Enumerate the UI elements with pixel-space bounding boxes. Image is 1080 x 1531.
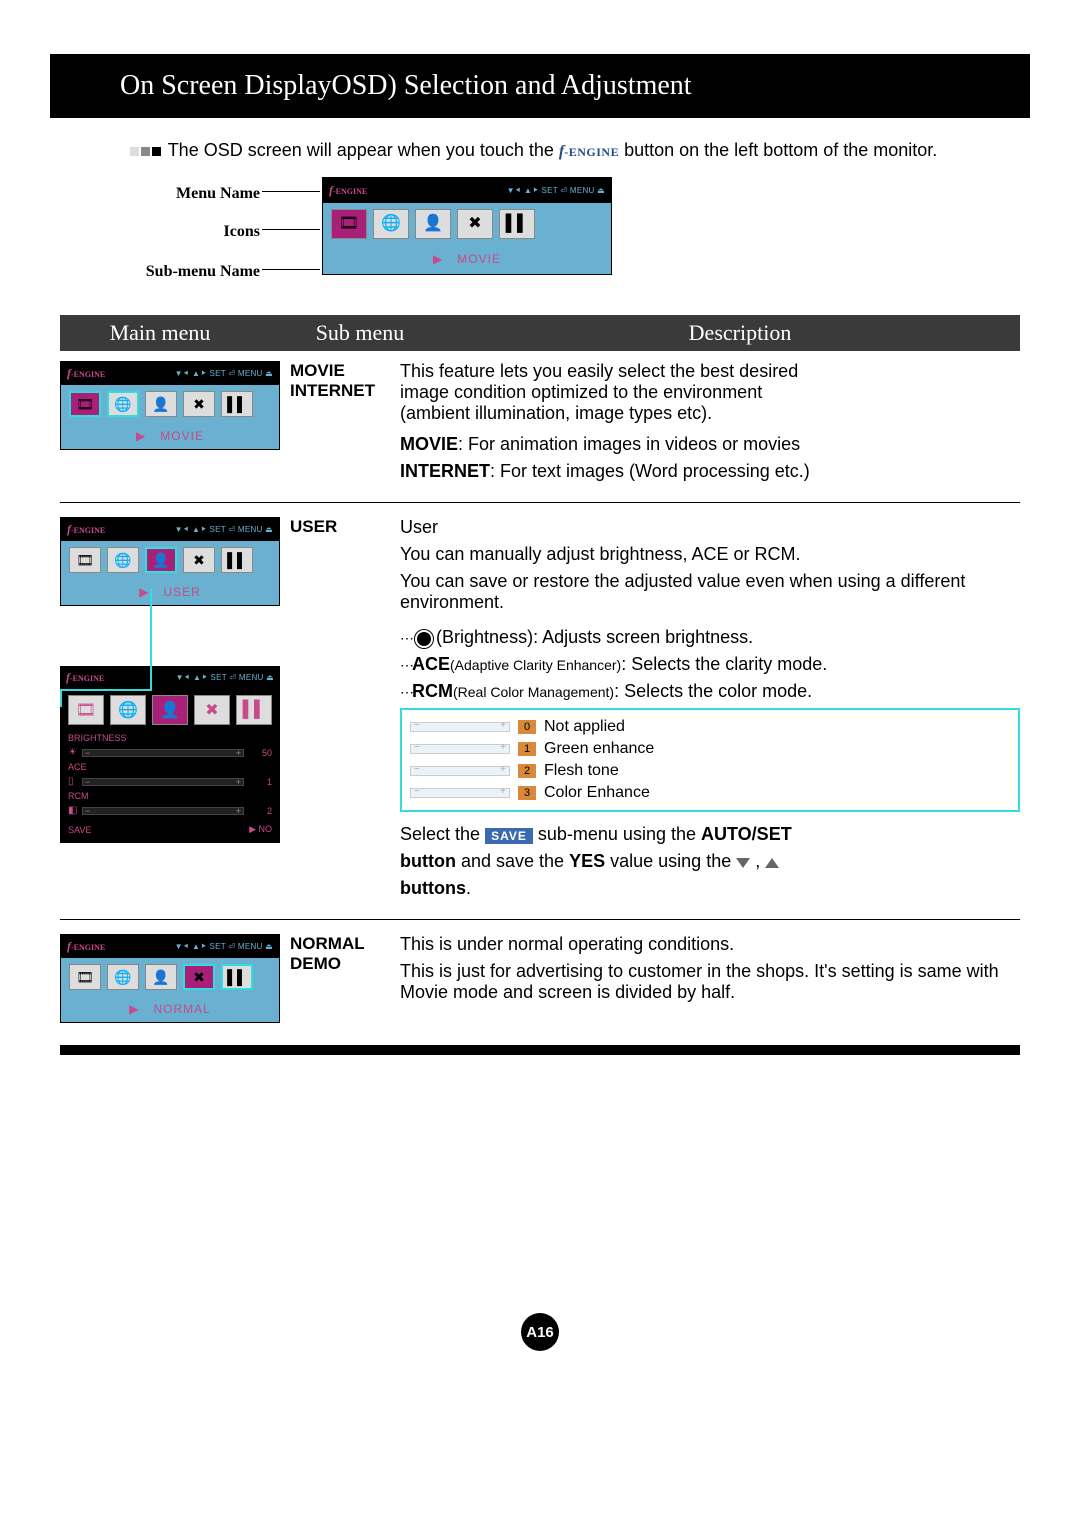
movie-icon: 🎞 [69, 964, 101, 990]
movie-icon: 🎞 [69, 391, 101, 417]
menu-diagram: Menu Name Icons Sub-menu Name f-ENGINE ▼… [130, 177, 980, 297]
header-main: Main menu [60, 320, 260, 346]
movie-icon: 🎞 [69, 547, 101, 573]
osd-preview-top: f-ENGINE ▼⯇ ▲⯈ SET ⏎ MENU ⏏ 🎞 🌐 👤 ✖ ▌▌ ▶… [322, 177, 612, 275]
demo-icon: ▌▌ [499, 209, 535, 239]
movie-icon: 🎞 [331, 209, 367, 239]
rcm-options-box: −+0Not applied −+1Green enhance −+2Flesh… [400, 708, 1020, 812]
demo-icon: ▌▌ [221, 547, 253, 573]
submenu-normal-label: NORMAL [290, 934, 400, 954]
header-sub: Sub menu [260, 320, 460, 346]
header-desc: Description [460, 320, 1020, 346]
intro-pre: The OSD screen will appear when you touc… [168, 140, 559, 160]
submenu-internet-label: INTERNET [290, 381, 400, 401]
table-header: Main menu Sub menu Description [60, 315, 1020, 351]
normal-icon: ✖ [183, 964, 215, 990]
section-user: f-ENGINE ▼⯇ ▲⯈ SET ⏎ MENU ⏏ 🎞 🌐 👤 ✖ ▌▌ ▶… [60, 517, 1020, 905]
brightness-icon [417, 632, 431, 646]
osd-preview-movie: f-ENGINE ▼⯇ ▲⯈ SET ⏎ MENU ⏏ 🎞 🌐 👤 ✖ ▌▌ ▶… [60, 361, 280, 450]
normal-icon: ✖ [183, 547, 215, 573]
demo-desc: This is just for advertising to customer… [400, 961, 1020, 1003]
save-badge: SAVE [485, 828, 533, 844]
osd-nav-hints: ▼⯇ ▲⯈ SET ⏎ MENU ⏏ [507, 185, 605, 196]
movie-icon: 🎞 [68, 695, 104, 725]
submenu-movie-label: MOVIE [290, 361, 400, 381]
section-normal: f-ENGINE ▼⯇ ▲⯈ SET ⏎ MENU ⏏ 🎞 🌐 👤 ✖ ▌▌ ▶… [60, 934, 1020, 1031]
user-desc1: You can manually adjust brightness, ACE … [400, 544, 1020, 565]
intro-paragraph: The OSD screen will appear when you touc… [130, 138, 980, 297]
user-icon: 👤 [145, 964, 177, 990]
user-desc2: You can save or restore the adjusted val… [400, 571, 1020, 613]
section-movie: f-ENGINE ▼⯇ ▲⯈ SET ⏎ MENU ⏏ 🎞 🌐 👤 ✖ ▌▌ ▶… [60, 361, 1020, 488]
bottom-strip [60, 1045, 1020, 1055]
internet-icon: 🌐 [373, 209, 409, 239]
normal-icon: ✖ [183, 391, 215, 417]
page-title: On Screen DisplayOSD) Selection and Adju… [50, 54, 1030, 118]
up-arrow-icon [765, 858, 779, 868]
demo-icon: ▌▌ [221, 391, 253, 417]
osd-user-detail: f-ENGINE ▼⯇ ▲⯈ SET ⏎ MENU ⏏ 🎞 🌐 👤 ✖ ▌▌ B… [60, 666, 280, 843]
internet-icon: 🌐 [107, 391, 139, 417]
submenu-movie: MOVIE [457, 252, 501, 266]
internet-icon: 🌐 [107, 964, 139, 990]
osd-preview-user: f-ENGINE ▼⯇ ▲⯈ SET ⏎ MENU ⏏ 🎞 🌐 👤 ✖ ▌▌ ▶… [60, 517, 280, 606]
down-arrow-icon [736, 858, 750, 868]
label-submenu-name: Sub-menu Name [130, 261, 260, 283]
intro-post: button on the left bottom of the monitor… [624, 140, 937, 160]
osd-preview-normal: f-ENGINE ▼⯇ ▲⯈ SET ⏎ MENU ⏏ 🎞 🌐 👤 ✖ ▌▌ ▶… [60, 934, 280, 1023]
fengine-button-ref: f-ENGINE [559, 143, 619, 160]
normal-desc: This is under normal operating condition… [400, 934, 1020, 955]
user-icon: 👤 [415, 209, 451, 239]
user-icon: 👤 [145, 391, 177, 417]
internet-icon: 🌐 [107, 547, 139, 573]
submenu-demo-label: DEMO [290, 954, 400, 974]
demo-icon: ▌▌ [236, 695, 272, 725]
user-title: User [400, 517, 1020, 538]
user-icon: 👤 [152, 695, 188, 725]
normal-icon: ✖ [194, 695, 230, 725]
label-icons: Icons [130, 221, 260, 243]
label-menu-name: Menu Name [130, 183, 260, 205]
demo-icon: ▌▌ [221, 964, 253, 990]
user-icon: 👤 [145, 547, 177, 573]
internet-icon: 🌐 [110, 695, 146, 725]
page-number: A16 [521, 1313, 559, 1351]
submenu-user-label: USER [290, 517, 400, 537]
normal-icon: ✖ [457, 209, 493, 239]
